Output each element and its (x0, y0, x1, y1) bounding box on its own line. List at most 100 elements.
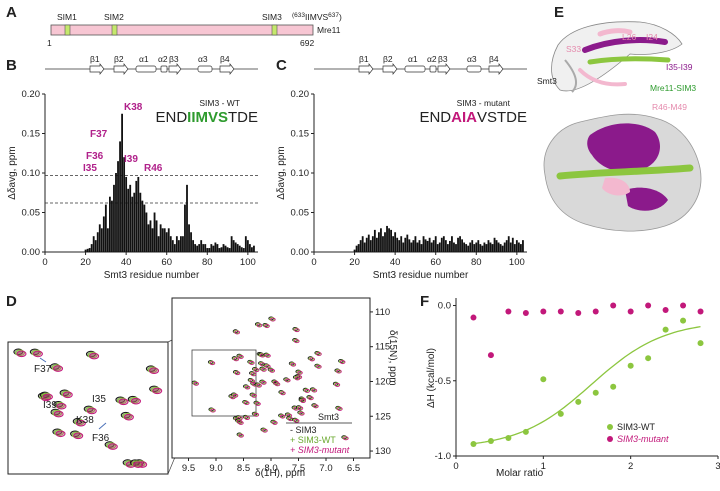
hsqc-peak (315, 364, 321, 369)
beta4-arrow-c (488, 63, 504, 75)
itc-wt-point (557, 410, 564, 417)
alpha2-box-b (160, 65, 168, 73)
hsqc-peak (251, 393, 257, 398)
mutant-bar (412, 240, 415, 252)
wt-bar (115, 173, 117, 252)
mutant-bar (517, 242, 520, 252)
wt-ytick-label: 0.00 (22, 247, 41, 258)
hsqc-peak (244, 401, 250, 406)
wt-bar (165, 232, 168, 252)
panel-label-d: D (6, 293, 17, 310)
beta1-arrow-c (358, 63, 374, 75)
mutant-bar (457, 237, 459, 252)
wt-bar (228, 248, 231, 252)
hsqc-peak (270, 317, 276, 322)
l26-i24-strand (597, 28, 633, 37)
mutant-bar (440, 237, 443, 252)
panel-label-e: E (554, 4, 564, 21)
hsqc-peak (254, 401, 260, 406)
legend-sim3: - SIM3 (290, 425, 317, 435)
ss-label-c-b1: β1 (359, 54, 369, 64)
mutant-bar (491, 244, 494, 252)
hsqc-peak (315, 351, 321, 356)
mutant-bar (434, 236, 437, 252)
mutant-bar (446, 244, 449, 252)
wt-xlabel: Smt3 residue number (104, 270, 200, 281)
mutant-bar (453, 242, 455, 252)
hsqc-xtick-label: 7.5 (292, 463, 305, 474)
mutant-bar (511, 237, 514, 252)
mutant-ylabel: Δδavg, ppm (276, 146, 287, 199)
beta3-arrow-b (168, 63, 182, 75)
mutant-bar (380, 228, 382, 252)
mutant-bar (481, 245, 484, 252)
wt-bar (216, 244, 219, 252)
mutant-xtick-label: 100 (509, 257, 525, 268)
hsqc-xlabel: δ(1H), ppm (255, 468, 305, 479)
hsqc-peak (280, 391, 286, 396)
ss-label-c-b3: β3 (438, 54, 448, 64)
itc-legend-mutant: SIM3-mutant (617, 434, 669, 444)
mutant-bar (499, 244, 502, 252)
mutant-bar (416, 242, 419, 252)
mutant-bar (430, 242, 433, 252)
mutant-ytick-label: 0.15 (291, 129, 310, 140)
mutant-bar (371, 236, 374, 252)
wt-bar (169, 236, 172, 252)
mutant-bar (444, 240, 447, 252)
wt-bar (194, 244, 197, 252)
alpha1-box-b (135, 65, 157, 73)
mutant-bar (455, 244, 457, 252)
hsqc-peak (296, 370, 302, 375)
sim2-label: SIM2 (104, 12, 124, 22)
hsqc-peak (343, 436, 349, 441)
itc-wt-point (575, 398, 582, 405)
hsqc-ytick-label: 110 (375, 307, 390, 318)
inset-label-f37: F37 (34, 364, 52, 375)
hsqc-xtick-label: 9.5 (182, 463, 195, 474)
hsqc-peak (304, 389, 311, 393)
mutant-bar (357, 244, 360, 252)
mutant-bar (394, 232, 397, 252)
itc-mutant-point (610, 302, 617, 309)
sim3-peptide-surface (556, 164, 694, 180)
surface-structure (543, 113, 702, 232)
wt-bar (236, 244, 239, 252)
wt-bar (244, 236, 247, 252)
hsqc-peak (297, 406, 304, 411)
mutant-ytick-label: 0.20 (291, 89, 310, 100)
inset-peak (118, 398, 129, 406)
itc-wt-point (610, 383, 617, 390)
itc-wt-point (645, 355, 652, 362)
itc-ylabel: ΔH (kcal/mol) (426, 348, 437, 408)
mutant-bar (400, 236, 403, 252)
hsqc-peak (297, 370, 303, 375)
hsqc-peak (342, 435, 348, 440)
wt-bar (149, 220, 152, 252)
hsqc-peak (237, 354, 243, 359)
i35-i39-strand (582, 37, 668, 53)
ss-label-a2: α2 (158, 54, 168, 64)
hsqc-peak (269, 317, 275, 321)
itc-xtick-label: 2 (628, 461, 633, 472)
mutant-xtick-label: 20 (349, 257, 360, 268)
sim3-box (271, 24, 278, 36)
wt-bar (238, 245, 241, 252)
mutant-bar (388, 228, 390, 252)
hsqc-peak (294, 328, 300, 333)
hsqc-peak (233, 329, 240, 334)
inset-peak (75, 419, 86, 427)
hsqc-peak (265, 364, 271, 369)
wt-bar (214, 242, 217, 252)
hsqc-peak (234, 330, 241, 335)
mutant-bar (463, 242, 466, 252)
itc-ytick-label: -1.0 (435, 451, 451, 462)
inset-peak (149, 367, 160, 375)
wt-bar (127, 188, 130, 252)
inset-peak (107, 443, 118, 450)
hsqc-xtick-label: 8.5 (237, 463, 250, 474)
wt-bar (109, 196, 111, 252)
legend-sim3-wt: + SIM3-WT (290, 435, 336, 445)
label-mre11-sim3: Mre11-SIM3 (650, 83, 696, 93)
wt-bar (161, 228, 164, 252)
